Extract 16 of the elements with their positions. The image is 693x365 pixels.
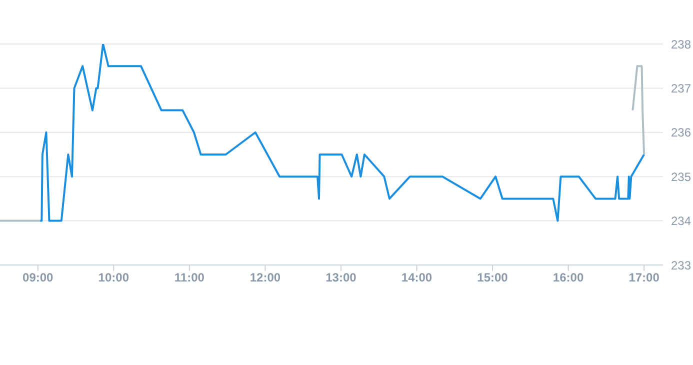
y-tick-label: 234 (671, 214, 692, 228)
y-tick-label: 237 (671, 81, 692, 96)
y-tick-label: 238 (671, 37, 692, 52)
x-tick-label: 09:00 (22, 270, 54, 285)
y-tick-label: 236 (671, 126, 692, 140)
line-series (39, 44, 646, 222)
x-tick-label: 16:00 (552, 270, 584, 285)
y-tick-label: 233 (671, 258, 692, 272)
x-tick-label: 15:00 (477, 270, 508, 285)
x-tick-label: 11:00 (174, 270, 205, 285)
y-tick-label: 235 (671, 170, 692, 184)
x-tick-label: 17:00 (628, 270, 660, 285)
x-tick-label: 12:00 (250, 270, 281, 285)
x-tick-label: 14:00 (401, 270, 432, 285)
x-tick-label: 10:00 (98, 270, 130, 285)
x-tick-label: 13:00 (326, 270, 357, 285)
